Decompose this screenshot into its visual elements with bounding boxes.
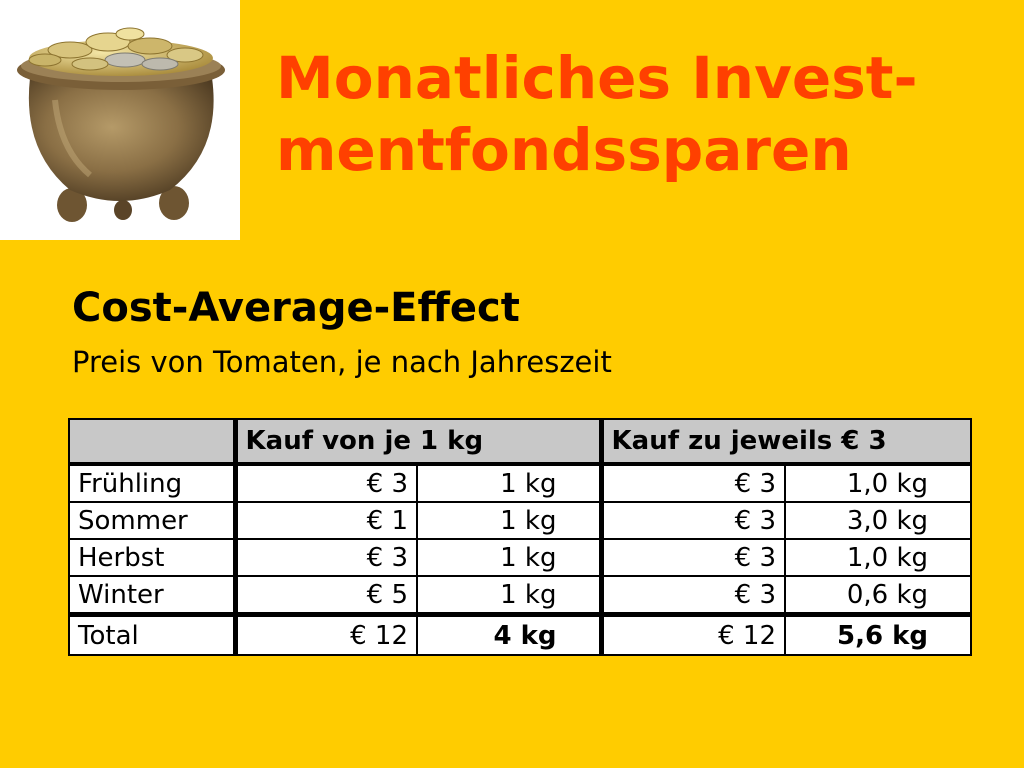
price-cell: € 3: [598, 575, 786, 616]
table-header-row: Kauf von je 1 kg Kauf zu jeweils € 3: [68, 418, 973, 466]
table-row: Sommer € 1 1 kg € 3 3,0 kg: [68, 501, 973, 540]
pot-of-coins-image: [0, 0, 240, 240]
table-row: Winter € 5 1 kg € 3 0,6 kg: [68, 575, 973, 616]
table-row: Frühling € 3 1 kg € 3 1,0 kg: [68, 463, 973, 503]
table-total-row: Total € 12 4 kg € 12 5,6 kg: [68, 612, 973, 656]
quantity-cell: 1,0 kg: [783, 538, 973, 577]
price-cell: € 3: [598, 538, 786, 577]
price-cell: € 3: [232, 463, 418, 503]
price-cell: € 3: [232, 538, 418, 577]
header-buy-per-3-euro: Kauf zu jeweils € 3: [598, 418, 973, 466]
title-line-2: mentfondssparen: [276, 116, 852, 184]
quantity-cell: 1,0 kg: [783, 463, 973, 503]
total-quantity-1: 4 kg: [416, 612, 602, 656]
table-row: Herbst € 3 1 kg € 3 1,0 kg: [68, 538, 973, 577]
price-cell: € 3: [598, 463, 786, 503]
season-cell: Herbst: [68, 538, 236, 577]
price-cell: € 5: [232, 575, 418, 616]
quantity-cell: 0,6 kg: [783, 575, 973, 616]
total-price-2: € 12: [598, 612, 786, 656]
header-blank-cell: [68, 418, 236, 466]
price-cell: € 3: [598, 501, 786, 540]
quantity-cell: 1 kg: [416, 501, 602, 540]
quantity-cell: 1 kg: [416, 538, 602, 577]
season-cell: Winter: [68, 575, 236, 616]
header-buy-per-kg: Kauf von je 1 kg: [232, 418, 602, 466]
section-heading: Cost-Average-Effect: [72, 285, 520, 331]
pot-of-coins-icon: [17, 27, 225, 222]
total-label: Total: [68, 612, 236, 656]
total-quantity-2: 5,6 kg: [783, 612, 973, 656]
quantity-cell: 1 kg: [416, 463, 602, 503]
tomato-price-table: Kauf von je 1 kg Kauf zu jeweils € 3 Frü…: [68, 418, 973, 656]
season-cell: Sommer: [68, 501, 236, 540]
total-price-1: € 12: [232, 612, 418, 656]
quantity-cell: 3,0 kg: [783, 501, 973, 540]
season-cell: Frühling: [68, 463, 236, 503]
title-line-1: Monatliches Invest-: [276, 44, 918, 112]
page-title: Monatliches Invest- mentfondssparen: [276, 42, 1016, 186]
price-cell: € 1: [232, 501, 418, 540]
quantity-cell: 1 kg: [416, 575, 602, 616]
section-description: Preis von Tomaten, je nach Jahreszeit: [72, 345, 612, 379]
